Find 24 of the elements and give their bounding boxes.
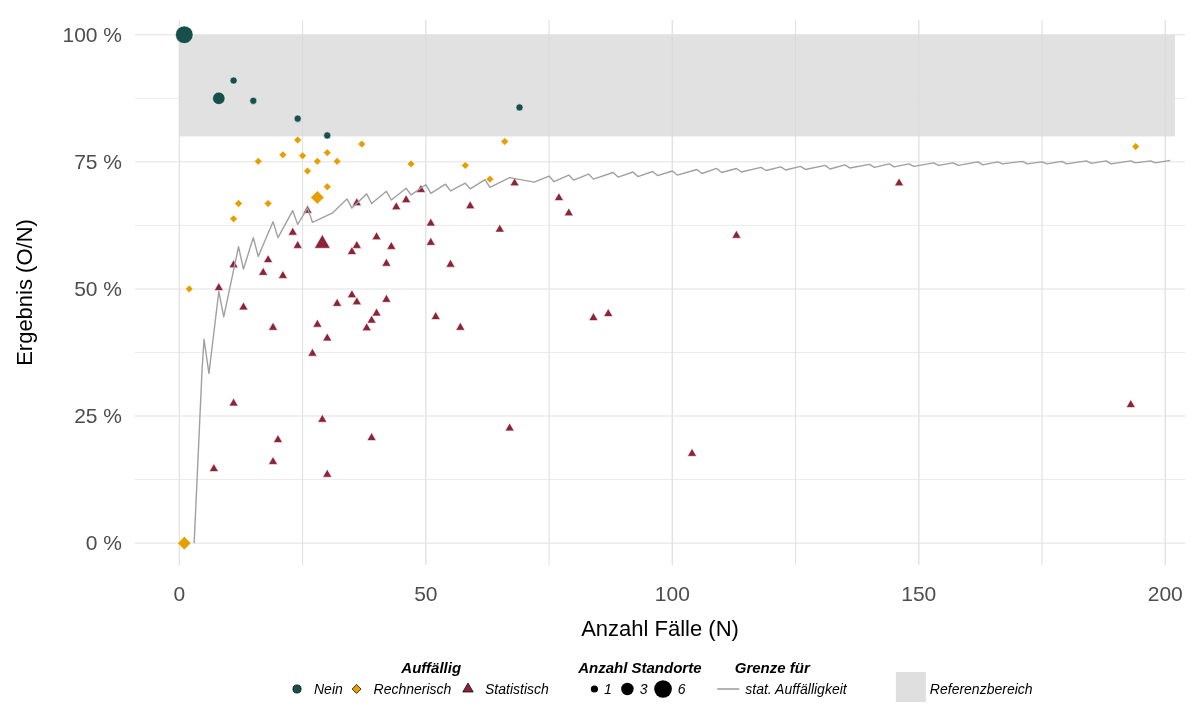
legend-label: Rechnerisch [373, 681, 452, 697]
x-tick-label: 100 [654, 582, 690, 605]
legend-title: Auffällig [400, 659, 462, 676]
legend-label: Nein [314, 681, 344, 697]
legend-label: 3 [639, 681, 648, 697]
text: Grenze für [734, 659, 811, 676]
y-tick-label: 100 % [62, 22, 122, 46]
legend-label: stat. Auffälligkeit [745, 681, 848, 697]
x-tick-label: 0 [173, 582, 186, 605]
y-tick-label: 50 % [74, 276, 122, 300]
legend-label: 6 [677, 681, 686, 697]
y-tick-label: 75 % [74, 149, 122, 173]
text: Anzahl Standorte [577, 659, 702, 676]
legend-label: Statistisch [485, 681, 550, 697]
legend-label: Referenzbereich [929, 681, 1033, 697]
x-tick-label: 150 [901, 582, 937, 605]
y-axis-title: Ergebnis (O/N) [12, 219, 37, 366]
y-tick-label: 25 % [74, 404, 122, 428]
line-series [193, 159, 1171, 544]
y-tick-label: 0 % [85, 531, 122, 555]
x-tick-label: 50 [414, 582, 438, 605]
legend-label: 1 [604, 681, 612, 697]
x-tick-label: 200 [1147, 582, 1183, 605]
x-axis-title: Anzahl Fälle (N) [581, 616, 739, 641]
